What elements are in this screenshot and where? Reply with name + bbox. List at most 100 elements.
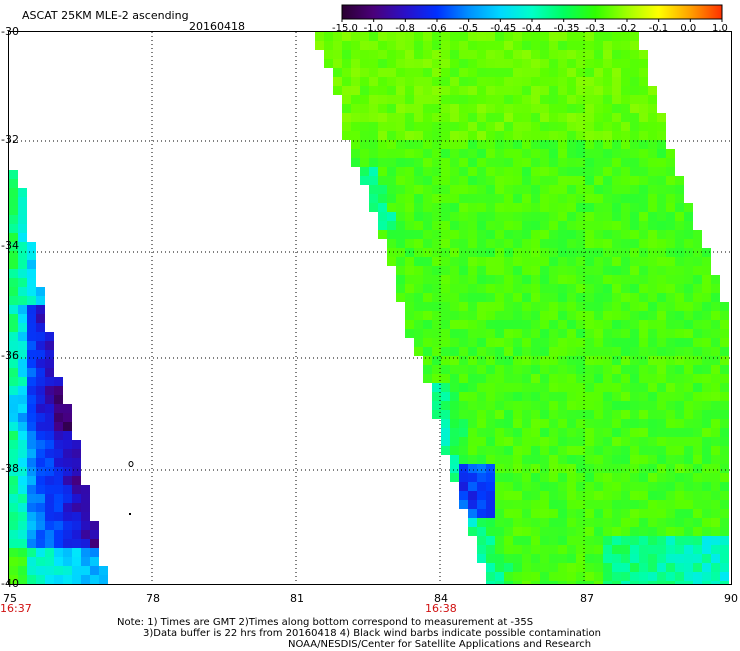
swath-cell [666,203,675,212]
swath-cell [630,50,639,59]
swath-cell [468,284,477,293]
swath-cell [540,284,549,293]
swath-cell [567,140,576,149]
swath-cell [423,104,432,113]
swath-cell [432,59,441,68]
swath-cell [396,50,405,59]
swath-cell [36,287,45,296]
swath-cell [711,383,720,392]
swath-cell [540,500,549,509]
swath-cell [558,410,567,419]
swath-cell [684,203,693,212]
swath-cell [486,158,495,167]
swath-cell [513,482,522,491]
swath-cell [720,437,729,446]
swath-cell [531,536,540,545]
swath-cell [432,338,441,347]
swath-cell [594,257,603,266]
swath-cell [378,149,387,158]
swath-cell [54,440,63,449]
swath-cell [567,86,576,95]
swath-cell [594,95,603,104]
swath-cell [576,266,585,275]
swath-cell [603,167,612,176]
swath-cell [720,500,729,509]
swath-cell [387,59,396,68]
swath-cell [513,59,522,68]
swath-cell [486,185,495,194]
swath-cell [585,293,594,302]
swath-cell [441,77,450,86]
swath-cell [576,365,585,374]
swath-cell [612,221,621,230]
swath-cell [675,230,684,239]
swath-cell [504,149,513,158]
swath-cell [9,215,18,224]
swath-cell [612,374,621,383]
swath-cell [468,266,477,275]
swath-cell [423,329,432,338]
swath-cell [459,77,468,86]
swath-cell [81,521,90,530]
swath-cell [18,467,27,476]
swath-cell [450,347,459,356]
swath-cell [531,284,540,293]
swath-cell [657,509,666,518]
swath-cell [621,419,630,428]
swath-cell [423,275,432,284]
swath-cell [720,329,729,338]
swath-cell [657,473,666,482]
swath-cell [603,140,612,149]
island-dot [129,513,131,515]
swath-cell [567,257,576,266]
map-title: ASCAT 25KM MLE-2 ascending [22,9,189,22]
swath-cell [621,347,630,356]
swath-cell [639,491,648,500]
swath-cell [513,473,522,482]
swath-cell [459,302,468,311]
swath-cell [603,131,612,140]
swath-cell [621,266,630,275]
swath-cell [576,122,585,131]
swath-cell [441,365,450,374]
swath-cell [423,176,432,185]
swath-cell [558,356,567,365]
swath-cell [639,365,648,374]
swath-cell [18,494,27,503]
swath-cell [27,512,36,521]
swath-cell [504,464,513,473]
swath-cell [648,302,657,311]
swath-cell [477,158,486,167]
swath-cell [27,458,36,467]
swath-cell [477,329,486,338]
swath-cell [414,329,423,338]
note-line-1: Note: 1) Times are GMT 2)Times along bot… [117,617,534,628]
swath-cell [486,581,495,584]
swath-cell [603,77,612,86]
swath-cell [531,77,540,86]
swath-cell [450,446,459,455]
swath-cell [495,212,504,221]
swath-cell [396,230,405,239]
swath-cell [594,563,603,572]
swath-cell [81,539,90,548]
swath-cell [576,338,585,347]
swath-cell [369,203,378,212]
swath-cell [666,581,675,584]
swath-cell [423,212,432,221]
swath-cell [603,86,612,95]
swath-cell [567,509,576,518]
swath-cell [558,284,567,293]
swath-cell [486,239,495,248]
swath-cell [477,59,486,68]
swath-cell [468,320,477,329]
swath-cell [666,356,675,365]
swath-cell [540,401,549,410]
swath-cell [666,572,675,581]
swath-cell [495,131,504,140]
swath-cell [621,410,630,419]
swath-cell [450,338,459,347]
swath-cell [9,260,18,269]
swath-cell [558,50,567,59]
swath-cell [441,320,450,329]
